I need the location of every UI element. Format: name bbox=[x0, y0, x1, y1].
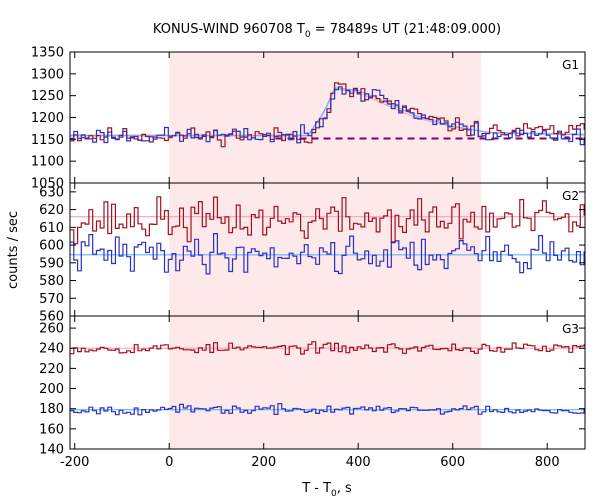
xtick-label: 800 bbox=[535, 455, 560, 470]
panel-G2-ytick-label: 630 bbox=[39, 185, 64, 200]
panel-G3-ytick-label: 240 bbox=[39, 342, 64, 357]
panel-label-G1: G1 bbox=[562, 58, 579, 72]
xtick-label: 0 bbox=[165, 455, 173, 470]
panel-G1-series-2 bbox=[70, 86, 585, 146]
panel-G1-ytick-label: 1300 bbox=[31, 67, 64, 82]
panel-G2-ytick-label: 600 bbox=[39, 239, 64, 254]
title-prefix: KONUS-WIND 960708 T bbox=[153, 22, 305, 37]
title-suffix: = 78489s UT (21:48:09.000) bbox=[311, 22, 501, 37]
x-axis-label: T - T0, s bbox=[301, 481, 352, 499]
panel-G1-ytick-label: 1250 bbox=[31, 89, 64, 104]
panel-G2-ytick-label: 620 bbox=[39, 203, 64, 218]
panel-G2-ytick-label: 590 bbox=[39, 256, 64, 271]
xtick-label: 400 bbox=[346, 455, 371, 470]
panel-G2-ytick-label: 580 bbox=[39, 274, 64, 289]
panel-G1-model-2 bbox=[70, 87, 585, 137]
xlabel-prefix: T - T bbox=[301, 481, 331, 496]
title-subscript: 0 bbox=[305, 30, 311, 40]
panel-G2-ytick-label: 560 bbox=[39, 310, 64, 325]
panel-G3-ytick-label: 160 bbox=[39, 422, 64, 437]
panel-G2-ytick-label: 570 bbox=[39, 292, 64, 307]
xtick-label: 200 bbox=[251, 455, 276, 470]
panel-G2-series-1 bbox=[70, 196, 585, 245]
panel-label-G3: G3 bbox=[562, 322, 579, 336]
panel-label-G2: G2 bbox=[562, 189, 579, 203]
panel-G3-series-2 bbox=[70, 403, 585, 416]
xtick-label: 600 bbox=[440, 455, 465, 470]
panel-G1-ytick-label: 1100 bbox=[31, 155, 64, 170]
panel-G3-frame bbox=[69, 315, 586, 450]
xlabel-subscript: 0 bbox=[331, 489, 337, 499]
xtick-label: -200 bbox=[60, 455, 90, 470]
panel-G3-ytick-label: 220 bbox=[39, 362, 64, 377]
panel-G1-ytick-label: 1150 bbox=[31, 133, 64, 148]
panel-G3-ytick-label: 140 bbox=[39, 443, 64, 458]
chart-title: KONUS-WIND 960708 T0 = 78489s UT (21:48:… bbox=[153, 22, 501, 40]
panel-G3-ytick-label: 260 bbox=[39, 322, 64, 337]
interval-shade bbox=[169, 52, 482, 449]
panel-G3-ytick-label: 200 bbox=[39, 382, 64, 397]
panel-G1-ytick-label: 1200 bbox=[31, 111, 64, 126]
panel-G1-ytick-label: 1050 bbox=[31, 177, 64, 192]
panel-G3-ytick-label: 180 bbox=[39, 402, 64, 417]
y-axis-label: counts / sec bbox=[6, 211, 21, 289]
panel-G3-series-1 bbox=[70, 341, 585, 356]
plot-area: 1050 1100 1150 1200 1250 1300 1350 G1 560 570 580 5… bbox=[31, 46, 586, 470]
xlabel-suffix: , s bbox=[337, 481, 352, 496]
panel-G2-series-2 bbox=[70, 233, 585, 275]
panel-G2-ytick-label: 610 bbox=[39, 221, 64, 236]
panel-G1-ytick-label: 1350 bbox=[31, 46, 64, 61]
